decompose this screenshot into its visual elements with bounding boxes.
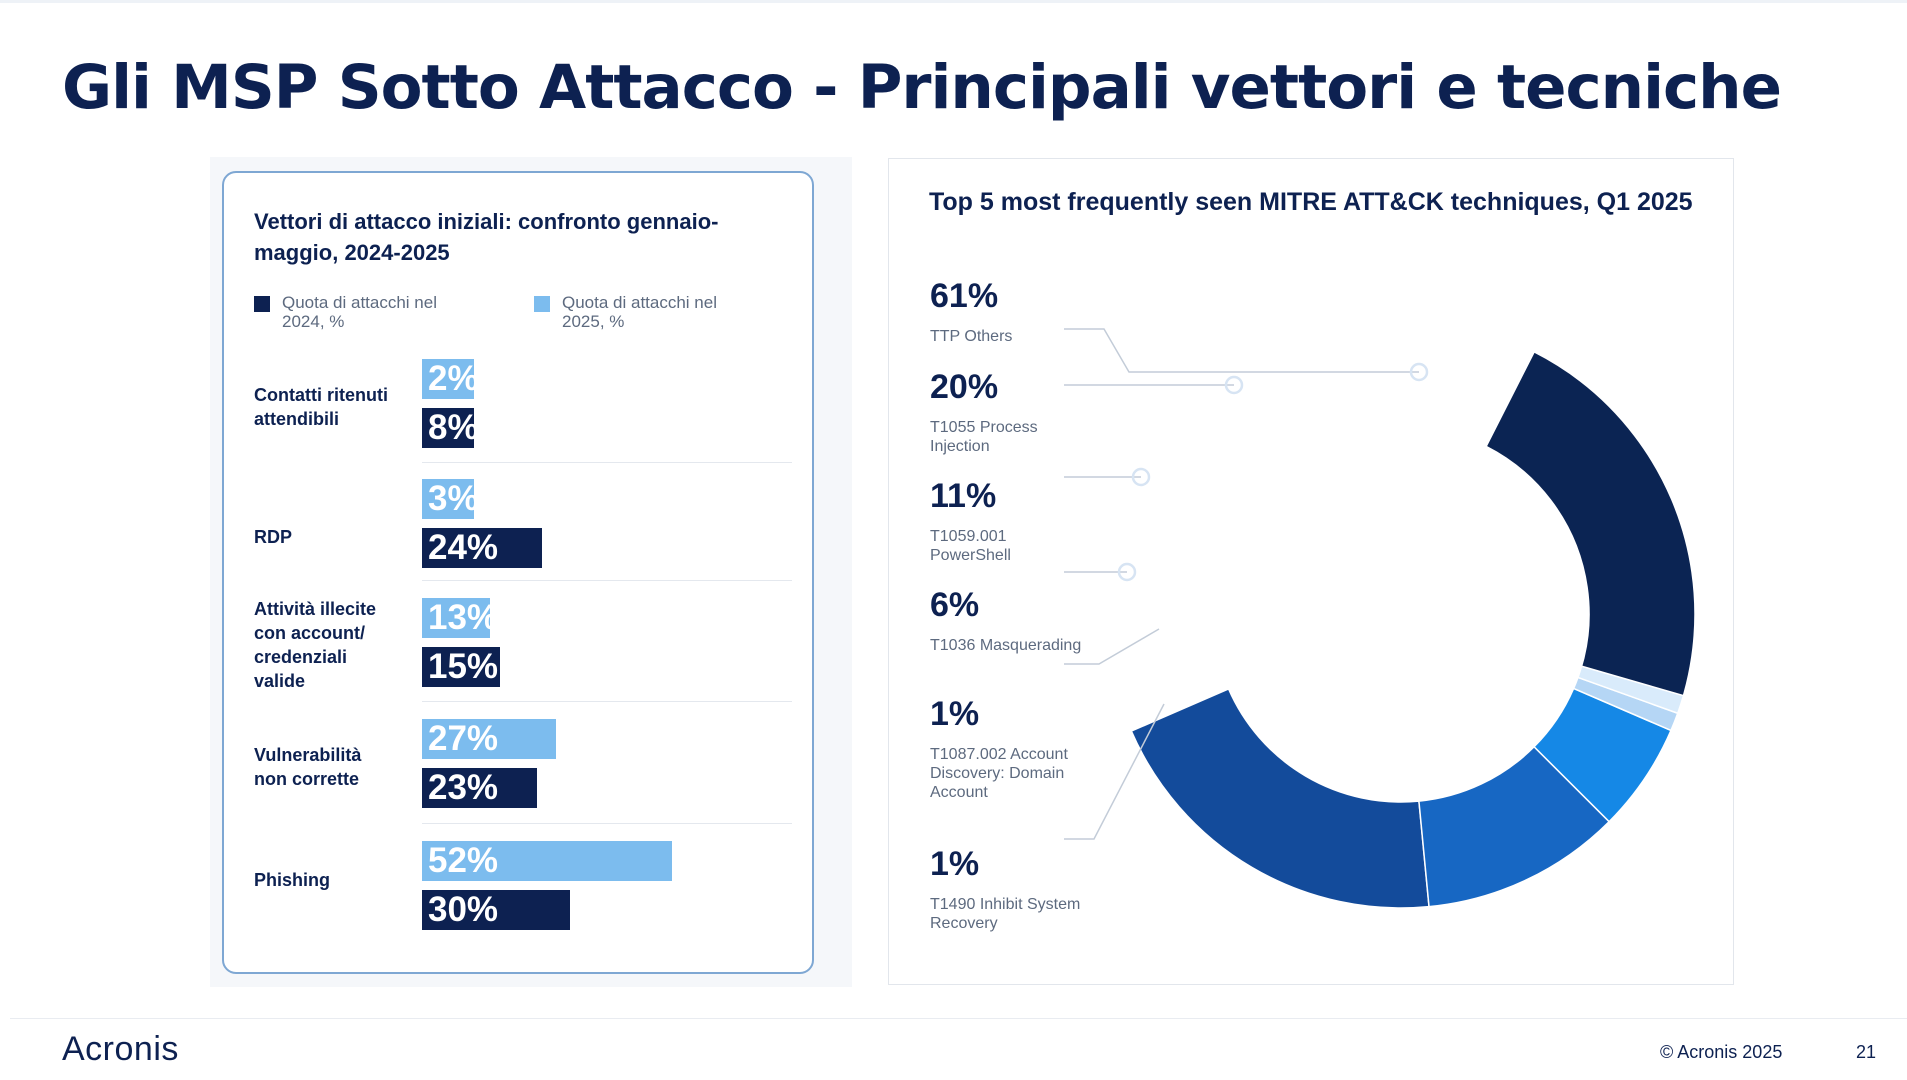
category-label: Contatti ritenuti attendibili <box>254 385 388 429</box>
page-number: 21 <box>1856 1042 1877 1062</box>
row-separator <box>422 823 792 824</box>
leader-line <box>1064 703 1165 840</box>
slice-label: T1087.002 Account Discovery: Domain Acco… <box>930 746 1068 801</box>
bar-value-label: 15% <box>428 647 499 686</box>
bar-value-label: 23% <box>428 768 499 807</box>
bar-chart-panel: Vettori di attacco iniziali: confronto g… <box>222 171 814 974</box>
row-separator <box>422 462 792 463</box>
bar-value-label: 52% <box>428 841 499 880</box>
bar-2024: 15% <box>422 647 500 687</box>
slice-value: 1% <box>930 695 980 733</box>
slice-value: 6% <box>930 586 980 624</box>
donut-slice <box>1130 687 1430 909</box>
leader-line <box>1064 628 1160 665</box>
donut-slice <box>1533 687 1672 823</box>
slice-value: 20% <box>930 368 999 406</box>
category-label: Attività illecite con account/ credenzia… <box>254 599 377 691</box>
bar-2024: 8% <box>422 408 479 448</box>
category-label: Phishing <box>254 870 330 890</box>
leader-marker <box>1131 467 1151 487</box>
bar-2025: 2% <box>422 359 479 399</box>
bar-2024: 24% <box>422 528 542 568</box>
copyright-text: © Acronis 2025 <box>1660 1042 1783 1062</box>
slice-label: TTP Others <box>930 328 1013 345</box>
leader-marker <box>1409 362 1429 382</box>
slice-value: 61% <box>930 277 999 315</box>
bar-value-label: 13% <box>428 598 499 637</box>
slice-label: T1036 Masquerading <box>930 637 1082 654</box>
bar-2024: 30% <box>422 890 570 930</box>
bar-value-label: 2% <box>428 359 479 398</box>
legend-swatch-2025 <box>534 296 550 312</box>
bar-chart-title: Vettori di attacco iniziali: confronto g… <box>254 209 719 265</box>
row-separator <box>422 580 792 581</box>
donut-chart-title: Top 5 most frequently seen MITRE ATT&CK … <box>929 188 1693 216</box>
footer-divider <box>10 1018 1907 1019</box>
donut-chart-panel: Top 5 most frequently seen MITRE ATT&CK … <box>888 158 1734 985</box>
donut-slice <box>1577 665 1685 715</box>
slice-value: 1% <box>930 845 980 883</box>
bar-2025: 52% <box>422 841 672 881</box>
slice-label: T1490 Inhibit System Recovery <box>930 896 1081 932</box>
slice-label: T1055 Process Injection <box>930 419 1038 455</box>
leader-marker <box>1117 562 1137 582</box>
legend-label-2025: Quota di attacchi nel 2025, % <box>562 293 717 331</box>
legend-swatch-2024 <box>254 296 270 312</box>
category-label: RDP <box>254 527 293 547</box>
donut-chart <box>1064 328 1696 909</box>
acronis-logo: Acronis <box>62 1030 179 1068</box>
donut-slice <box>1572 676 1679 732</box>
leader-marker <box>1224 375 1244 395</box>
slide-title: Gli MSP Sotto Attacco - Principali vetto… <box>62 52 1782 123</box>
bar-2025: 13% <box>422 598 498 638</box>
bar-2025: 3% <box>422 479 479 519</box>
bar-value-label: 24% <box>428 528 499 567</box>
slice-value: 11% <box>930 477 997 515</box>
bar-2024: 23% <box>422 768 537 808</box>
slice-label: T1059.001 PowerShell <box>930 528 1011 564</box>
bar-value-label: 30% <box>428 890 499 929</box>
leader-line <box>1064 328 1419 373</box>
bar-2025: 27% <box>422 719 556 759</box>
row-separator <box>422 701 792 702</box>
donut-slice <box>1418 745 1611 908</box>
bar-value-label: 27% <box>428 719 499 758</box>
category-label: Vulnerabilità non corrette <box>254 745 362 789</box>
legend-label-2024: Quota di attacchi nel 2024, % <box>282 293 437 331</box>
bar-value-label: 3% <box>428 479 479 518</box>
bar-value-label: 8% <box>428 408 479 447</box>
top-border <box>0 0 1907 3</box>
bar-plot-area: Contatti ritenuti attendibili RDP Attivi… <box>224 173 814 973</box>
